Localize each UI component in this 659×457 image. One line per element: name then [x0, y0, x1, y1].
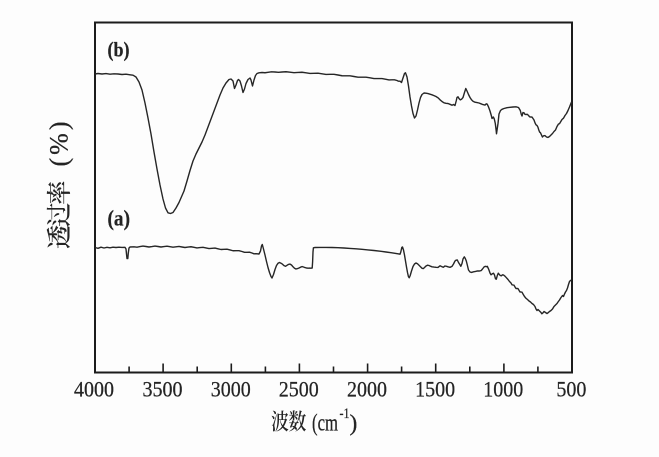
svg-text:4000: 4000 [74, 377, 114, 402]
svg-text:1000: 1000 [483, 377, 523, 402]
svg-text:2000: 2000 [347, 377, 387, 402]
svg-text:(cm: (cm [312, 411, 338, 437]
svg-text:-1: -1 [340, 406, 350, 422]
svg-text:500: 500 [556, 377, 586, 402]
svg-text:): ) [350, 411, 358, 437]
svg-text:(%): (%) [45, 119, 74, 167]
svg-text:3500: 3500 [143, 377, 183, 402]
svg-text:3000: 3000 [211, 377, 251, 402]
svg-text:1500: 1500 [415, 377, 455, 402]
svg-text:(b): (b) [108, 38, 130, 62]
svg-text:2500: 2500 [279, 377, 319, 402]
svg-text:(a): (a) [108, 206, 131, 231]
